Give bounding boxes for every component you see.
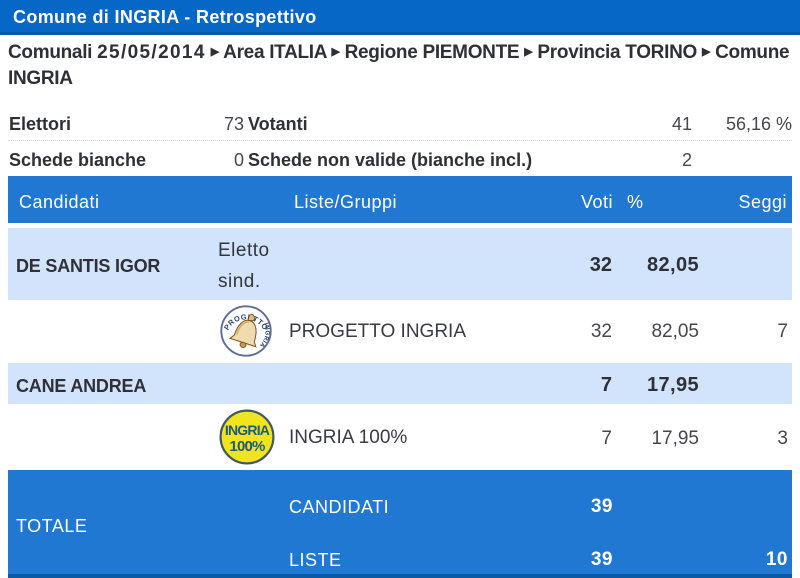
svg-text:100%: 100% bbox=[229, 438, 265, 455]
svg-text:INGRIA: INGRIA bbox=[225, 422, 270, 438]
